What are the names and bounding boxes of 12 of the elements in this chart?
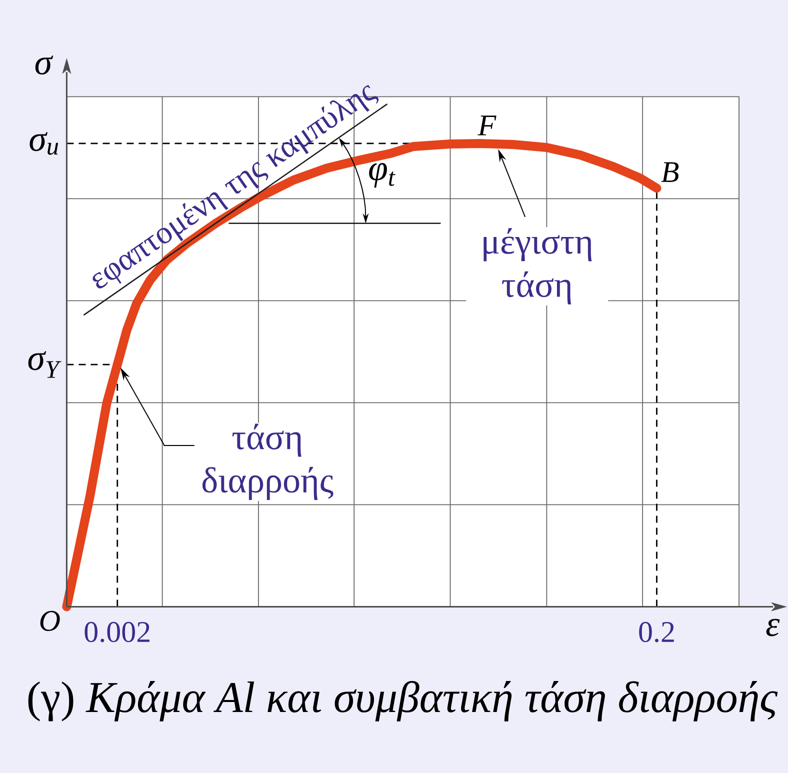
- text: (γ) Κράμα Al και συμβατική τάση διαρροής: [28, 681, 778, 722]
- y-axis-title: σ: [35, 56, 54, 75]
- annotation: μέγιστη τάση: [484, 228, 592, 304]
- annotation: B: [661, 162, 679, 182]
- x-axis-title: ε: [766, 618, 780, 636]
- ref-line-label: σ$_{u}$: [30, 132, 58, 155]
- annotation: O: [40, 610, 60, 632]
- x-tick-label: 0.2: [639, 622, 674, 642]
- x-tick-label: 0.002: [84, 622, 150, 642]
- annotation: τάση διαρροής: [202, 424, 334, 500]
- annotation: F: [478, 116, 496, 136]
- ref-line-label: σ$_{Y}$: [28, 351, 62, 378]
